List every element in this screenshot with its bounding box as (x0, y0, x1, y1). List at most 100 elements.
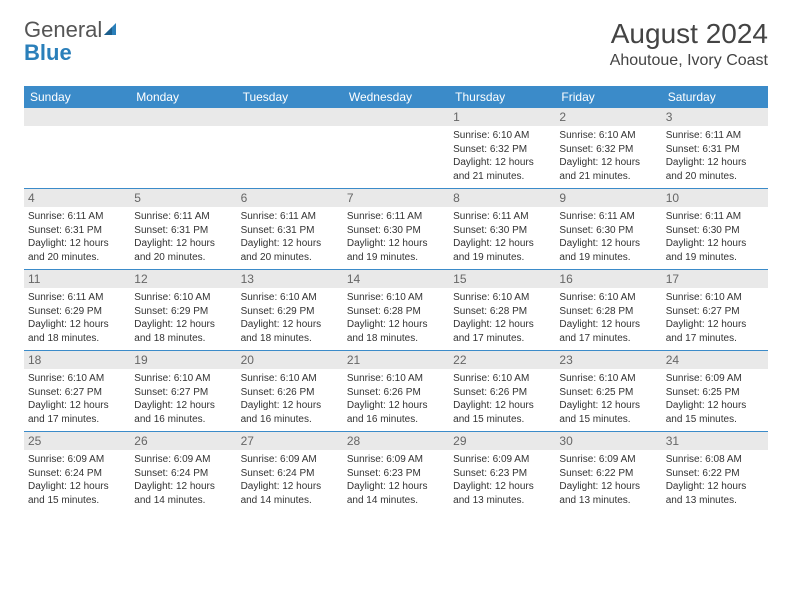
daylight-text: Daylight: 12 hours and 19 minutes. (453, 237, 551, 264)
day-details: Sunrise: 6:09 AMSunset: 6:25 PMDaylight:… (662, 369, 768, 431)
weekday-sunday: Sunday (24, 86, 130, 108)
day-details: Sunrise: 6:10 AMSunset: 6:27 PMDaylight:… (24, 369, 130, 431)
week-row: 11Sunrise: 6:11 AMSunset: 6:29 PMDayligh… (24, 270, 768, 351)
week-row: 25Sunrise: 6:09 AMSunset: 6:24 PMDayligh… (24, 432, 768, 512)
day-number-empty (130, 108, 236, 126)
day-cell: 29Sunrise: 6:09 AMSunset: 6:23 PMDayligh… (449, 432, 555, 512)
day-details: Sunrise: 6:10 AMSunset: 6:28 PMDaylight:… (449, 288, 555, 350)
sunset-text: Sunset: 6:24 PM (134, 467, 232, 481)
daylight-text: Daylight: 12 hours and 19 minutes. (666, 237, 764, 264)
sunset-text: Sunset: 6:28 PM (453, 305, 551, 319)
day-details: Sunrise: 6:10 AMSunset: 6:25 PMDaylight:… (555, 369, 661, 431)
day-number: 1 (449, 108, 555, 126)
day-number: 3 (662, 108, 768, 126)
daylight-text: Daylight: 12 hours and 18 minutes. (241, 318, 339, 345)
sunrise-text: Sunrise: 6:10 AM (559, 291, 657, 305)
day-number: 19 (130, 351, 236, 369)
sunset-text: Sunset: 6:27 PM (666, 305, 764, 319)
day-cell: 21Sunrise: 6:10 AMSunset: 6:26 PMDayligh… (343, 351, 449, 431)
day-cell: 27Sunrise: 6:09 AMSunset: 6:24 PMDayligh… (237, 432, 343, 512)
day-cell: 26Sunrise: 6:09 AMSunset: 6:24 PMDayligh… (130, 432, 236, 512)
weekday-saturday: Saturday (662, 86, 768, 108)
day-cell: 23Sunrise: 6:10 AMSunset: 6:25 PMDayligh… (555, 351, 661, 431)
day-number: 25 (24, 432, 130, 450)
sunset-text: Sunset: 6:26 PM (453, 386, 551, 400)
day-cell (24, 108, 130, 188)
day-details: Sunrise: 6:10 AMSunset: 6:32 PMDaylight:… (449, 126, 555, 188)
day-details: Sunrise: 6:11 AMSunset: 6:31 PMDaylight:… (24, 207, 130, 269)
day-details: Sunrise: 6:11 AMSunset: 6:31 PMDaylight:… (237, 207, 343, 269)
weekday-wednesday: Wednesday (343, 86, 449, 108)
week-row: 4Sunrise: 6:11 AMSunset: 6:31 PMDaylight… (24, 189, 768, 270)
daylight-text: Daylight: 12 hours and 13 minutes. (666, 480, 764, 507)
sunrise-text: Sunrise: 6:09 AM (241, 453, 339, 467)
day-cell: 13Sunrise: 6:10 AMSunset: 6:29 PMDayligh… (237, 270, 343, 350)
sunset-text: Sunset: 6:30 PM (559, 224, 657, 238)
day-cell: 4Sunrise: 6:11 AMSunset: 6:31 PMDaylight… (24, 189, 130, 269)
sunset-text: Sunset: 6:31 PM (666, 143, 764, 157)
day-cell: 7Sunrise: 6:11 AMSunset: 6:30 PMDaylight… (343, 189, 449, 269)
day-details: Sunrise: 6:11 AMSunset: 6:29 PMDaylight:… (24, 288, 130, 350)
day-details: Sunrise: 6:09 AMSunset: 6:24 PMDaylight:… (130, 450, 236, 512)
day-number: 21 (343, 351, 449, 369)
sunset-text: Sunset: 6:32 PM (559, 143, 657, 157)
sunrise-text: Sunrise: 6:10 AM (28, 372, 126, 386)
sunset-text: Sunset: 6:30 PM (453, 224, 551, 238)
day-number: 7 (343, 189, 449, 207)
sunset-text: Sunset: 6:26 PM (347, 386, 445, 400)
day-cell: 2Sunrise: 6:10 AMSunset: 6:32 PMDaylight… (555, 108, 661, 188)
location-label: Ahoutoue, Ivory Coast (610, 52, 768, 70)
sunrise-text: Sunrise: 6:10 AM (241, 372, 339, 386)
sunrise-text: Sunrise: 6:10 AM (453, 372, 551, 386)
sunset-text: Sunset: 6:30 PM (666, 224, 764, 238)
sunset-text: Sunset: 6:30 PM (347, 224, 445, 238)
day-details: Sunrise: 6:10 AMSunset: 6:29 PMDaylight:… (237, 288, 343, 350)
day-cell: 20Sunrise: 6:10 AMSunset: 6:26 PMDayligh… (237, 351, 343, 431)
day-number: 16 (555, 270, 661, 288)
weekday-header: Sunday Monday Tuesday Wednesday Thursday… (24, 86, 768, 108)
sunset-text: Sunset: 6:31 PM (134, 224, 232, 238)
day-cell: 15Sunrise: 6:10 AMSunset: 6:28 PMDayligh… (449, 270, 555, 350)
calendar: Sunday Monday Tuesday Wednesday Thursday… (24, 86, 768, 512)
day-details: Sunrise: 6:10 AMSunset: 6:27 PMDaylight:… (662, 288, 768, 350)
day-number: 29 (449, 432, 555, 450)
brand-word2: Blue (24, 41, 122, 64)
sunset-text: Sunset: 6:29 PM (28, 305, 126, 319)
daylight-text: Daylight: 12 hours and 17 minutes. (453, 318, 551, 345)
day-cell (130, 108, 236, 188)
daylight-text: Daylight: 12 hours and 13 minutes. (453, 480, 551, 507)
day-cell: 25Sunrise: 6:09 AMSunset: 6:24 PMDayligh… (24, 432, 130, 512)
daylight-text: Daylight: 12 hours and 14 minutes. (134, 480, 232, 507)
sunrise-text: Sunrise: 6:11 AM (666, 210, 764, 224)
sunset-text: Sunset: 6:25 PM (559, 386, 657, 400)
sunrise-text: Sunrise: 6:10 AM (559, 372, 657, 386)
sunrise-text: Sunrise: 6:10 AM (453, 291, 551, 305)
daylight-text: Daylight: 12 hours and 15 minutes. (453, 399, 551, 426)
sunrise-text: Sunrise: 6:09 AM (28, 453, 126, 467)
sail-icon (102, 18, 122, 41)
daylight-text: Daylight: 12 hours and 21 minutes. (559, 156, 657, 183)
day-details: Sunrise: 6:10 AMSunset: 6:26 PMDaylight:… (237, 369, 343, 431)
sunrise-text: Sunrise: 6:10 AM (559, 129, 657, 143)
day-number-empty (343, 108, 449, 126)
sunrise-text: Sunrise: 6:11 AM (28, 210, 126, 224)
brand-word1: General (24, 17, 102, 42)
day-details: Sunrise: 6:11 AMSunset: 6:30 PMDaylight:… (662, 207, 768, 269)
day-cell: 16Sunrise: 6:10 AMSunset: 6:28 PMDayligh… (555, 270, 661, 350)
sunset-text: Sunset: 6:23 PM (347, 467, 445, 481)
day-number: 30 (555, 432, 661, 450)
sunset-text: Sunset: 6:24 PM (28, 467, 126, 481)
day-details: Sunrise: 6:10 AMSunset: 6:29 PMDaylight:… (130, 288, 236, 350)
daylight-text: Daylight: 12 hours and 15 minutes. (666, 399, 764, 426)
daylight-text: Daylight: 12 hours and 19 minutes. (347, 237, 445, 264)
sunrise-text: Sunrise: 6:09 AM (666, 372, 764, 386)
sunset-text: Sunset: 6:22 PM (559, 467, 657, 481)
daylight-text: Daylight: 12 hours and 17 minutes. (28, 399, 126, 426)
sunset-text: Sunset: 6:25 PM (666, 386, 764, 400)
day-number: 18 (24, 351, 130, 369)
sunrise-text: Sunrise: 6:09 AM (347, 453, 445, 467)
day-details: Sunrise: 6:10 AMSunset: 6:26 PMDaylight:… (449, 369, 555, 431)
weekday-monday: Monday (130, 86, 236, 108)
sunset-text: Sunset: 6:28 PM (559, 305, 657, 319)
sunrise-text: Sunrise: 6:09 AM (453, 453, 551, 467)
